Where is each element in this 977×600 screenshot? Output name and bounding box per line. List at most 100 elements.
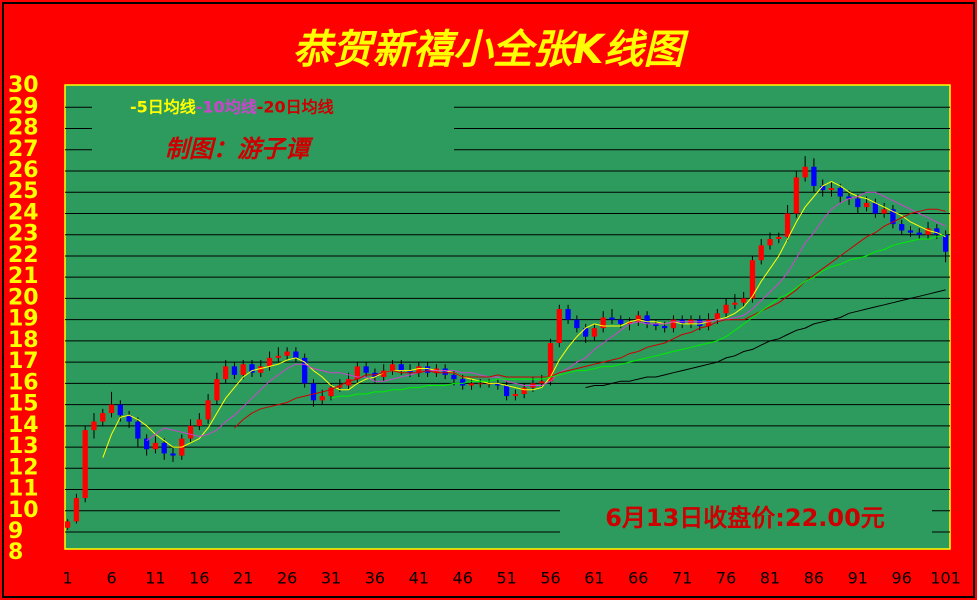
y-tick-label: 9 — [8, 519, 23, 544]
candle-body — [161, 442, 167, 454]
x-tick-label: 1 — [63, 569, 73, 588]
candle-body — [758, 245, 764, 261]
candle-body — [828, 187, 835, 191]
candle-body — [293, 351, 299, 358]
candle-body — [863, 202, 870, 208]
y-tick-label: 14 — [8, 413, 39, 438]
candle-body — [363, 366, 369, 373]
candle-body — [741, 298, 747, 303]
moving-average-line — [330, 234, 946, 399]
candle-body — [820, 185, 826, 191]
candle-body — [108, 404, 115, 414]
candle-body — [591, 328, 598, 337]
y-tick-label: 11 — [8, 477, 39, 502]
candle-body — [416, 366, 422, 373]
candle-body — [697, 319, 703, 327]
candle-body — [662, 326, 668, 329]
x-tick-label: 81 — [760, 569, 780, 588]
note-panel — [560, 500, 932, 536]
candle-body — [91, 421, 97, 431]
y-tick-label: 20 — [8, 285, 39, 310]
y-tick-label: 13 — [8, 434, 39, 459]
candle-body — [275, 355, 281, 358]
candle-body — [749, 260, 756, 299]
candle-body — [424, 366, 431, 373]
candle-body — [521, 387, 527, 394]
candle-body — [802, 166, 808, 178]
candle-body — [205, 400, 211, 420]
x-tick-label: 56 — [540, 569, 560, 588]
candle-body — [855, 198, 861, 208]
candle-body — [609, 317, 615, 320]
candle-body — [626, 321, 633, 324]
candle-body — [345, 379, 352, 386]
y-tick-label: 29 — [8, 94, 39, 119]
candle-body — [398, 364, 404, 371]
candle-body — [284, 351, 290, 356]
legend-panel — [92, 96, 454, 170]
chart-title: 恭贺新禧小全张K线图 — [293, 27, 690, 73]
candle-body — [266, 357, 273, 367]
candle-body — [732, 302, 738, 305]
candle-body — [152, 442, 159, 450]
candle-body — [328, 387, 334, 397]
x-tick-label: 51 — [496, 569, 516, 588]
candle-body — [82, 430, 88, 499]
candle-body — [837, 187, 843, 197]
candle-body — [714, 313, 720, 320]
candle-body — [583, 328, 589, 337]
candle-body — [451, 374, 457, 380]
candle-body — [618, 319, 624, 324]
x-tick-label: 26 — [277, 569, 297, 588]
candle-body — [793, 177, 799, 214]
moving-average-line — [234, 208, 946, 429]
candle-body — [65, 521, 71, 528]
legend-entry: -10均线 — [196, 98, 257, 117]
candle-body — [73, 498, 80, 522]
candle-body — [723, 304, 729, 314]
moving-average-line — [102, 181, 946, 458]
x-tick-label: 6 — [106, 569, 116, 588]
x-tick-label: 41 — [409, 569, 429, 588]
candle-body — [767, 238, 773, 246]
candle-body — [784, 213, 791, 237]
candle-body — [135, 421, 141, 439]
candle-body — [258, 366, 264, 373]
candle-body — [223, 366, 229, 380]
x-tick-label: 96 — [892, 569, 912, 588]
candle-body — [170, 453, 176, 456]
candle-body — [574, 319, 580, 329]
moving-average-line — [146, 191, 946, 442]
y-tick-label: 27 — [8, 137, 39, 162]
candle-body — [187, 425, 194, 439]
candle-body — [468, 383, 475, 386]
candle-body — [389, 364, 396, 371]
candle-body — [240, 364, 246, 375]
x-tick-label: 36 — [365, 569, 385, 588]
y-tick-label: 18 — [8, 328, 39, 353]
candle-body — [319, 396, 325, 401]
x-tick-label: 86 — [804, 569, 824, 588]
candle-body — [670, 319, 677, 329]
y-tick-label: 30 — [8, 73, 39, 98]
candle-body — [600, 317, 606, 329]
candle-body — [249, 364, 255, 373]
author-note: 制图：游子谭 — [165, 135, 314, 163]
candle-body — [477, 383, 483, 385]
y-tick-label: 16 — [8, 370, 39, 395]
x-tick-label: 21 — [233, 569, 253, 588]
candle-body — [442, 368, 448, 375]
y-tick-label: 21 — [8, 264, 39, 289]
candle-body — [556, 309, 562, 344]
candle-body — [302, 357, 308, 384]
candle-body — [547, 343, 554, 382]
candle-body — [117, 404, 123, 416]
candle-body — [934, 228, 940, 235]
closing-price-note: 6月13日收盘价:22.00元 — [605, 504, 885, 532]
candle-body — [337, 385, 343, 388]
candle-body — [635, 315, 641, 322]
legend-entry: -20日均线 — [257, 98, 334, 117]
x-tick-label: 101 — [930, 569, 961, 588]
y-tick-label: 12 — [8, 455, 39, 480]
candle-body — [126, 415, 132, 422]
